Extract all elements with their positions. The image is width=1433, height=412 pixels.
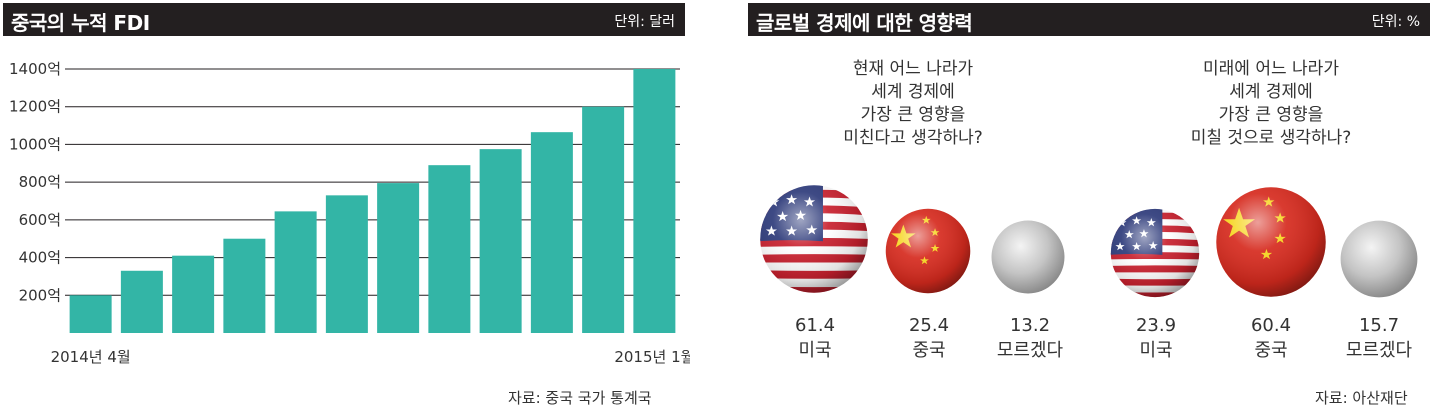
- result-value: 15.7: [1358, 315, 1400, 336]
- result-value: 13.2: [1009, 315, 1051, 336]
- y-tick-label: 1000억: [9, 135, 61, 153]
- result-value: 23.9: [1135, 315, 1177, 336]
- result-unknown-present: 13.2 모르겠다: [965, 313, 1095, 363]
- bar: [69, 295, 112, 333]
- result-usa-future: 23.9 미국: [1091, 313, 1221, 363]
- right-panel-header: 글로벌 경제에 대한 영향력 단위: %: [748, 3, 1430, 36]
- y-tick-label: 800억: [19, 173, 61, 191]
- question-future: 미래에 어느 나라가 세계 경제에 가장 큰 영향을 미칠 것으로 생각하나?: [1121, 58, 1421, 150]
- bar: [120, 270, 163, 333]
- result-label: 모르겠다: [1345, 340, 1413, 361]
- grey-ball-future: [1340, 220, 1418, 298]
- right-unit-label: 단위: %: [1371, 14, 1420, 30]
- question-line: 미친다고 생각하나?: [843, 128, 983, 148]
- left-unit-label: 단위: 달러: [614, 14, 675, 30]
- x-tick-label: 2014년 4월: [51, 348, 131, 366]
- result-china-present: 25.4 중국: [864, 313, 994, 363]
- bar: [223, 238, 266, 333]
- bar: [479, 149, 522, 333]
- result-label: 중국: [1254, 340, 1288, 361]
- y-tick-label: 400억: [19, 249, 61, 267]
- result-unknown-future: 15.7 모르겠다: [1314, 313, 1433, 363]
- left-source: 자료: 중국 국가 통계국: [508, 389, 652, 407]
- bar: [530, 132, 573, 333]
- bar: [172, 255, 215, 333]
- question-line: 세계 경제에: [871, 82, 955, 102]
- usa-flag-ball-future: [1109, 207, 1201, 299]
- y-tick-label: 200억: [19, 286, 61, 304]
- question-line: 가장 큰 영향을: [1218, 105, 1324, 125]
- bar: [428, 165, 471, 333]
- question-present: 현재 어느 나라가 세계 경제에 가장 큰 영향을 미친다고 생각하나?: [763, 58, 1063, 150]
- china-flag-ball-present: [884, 207, 972, 295]
- bar: [633, 69, 676, 333]
- fdi-bar-chart: 200억 400억 600억 800억 1000억 1200억 1400억 2014년 4월 2…: [9, 60, 690, 366]
- bar: [377, 183, 420, 333]
- question-line: 현재 어느 나라가: [852, 59, 974, 79]
- result-value: 25.4: [908, 315, 950, 336]
- left-chart-title: 중국의 누적 FDI: [11, 11, 150, 35]
- result-label: 중국: [912, 340, 946, 361]
- y-tick-label: 600억: [19, 211, 61, 229]
- result-label: 미국: [1139, 340, 1173, 361]
- question-line: 가장 큰 영향을: [860, 105, 966, 125]
- right-source: 자료: 아산재단: [1315, 389, 1408, 407]
- bar: [582, 106, 625, 333]
- right-chart-title: 글로벌 경제에 대한 영향력: [756, 11, 973, 35]
- y-tick-label: 1200억: [9, 98, 61, 116]
- grey-ball-present: [991, 220, 1065, 294]
- usa-flag-ball-present: [758, 183, 870, 295]
- result-china-future: 60.4 중국: [1206, 313, 1336, 363]
- result-usa-present: 61.4 미국: [750, 313, 880, 363]
- result-value: 61.4: [794, 315, 836, 336]
- left-panel-header: 중국의 누적 FDI 단위: 달러: [3, 3, 685, 36]
- x-tick-label: 2015년 1월: [614, 348, 690, 366]
- question-line: 세계 경제에: [1229, 82, 1313, 102]
- bar: [274, 211, 317, 333]
- china-flag-ball-future: [1214, 185, 1328, 299]
- result-value: 60.4: [1250, 315, 1292, 336]
- bar: [325, 195, 368, 333]
- result-label: 모르겠다: [996, 340, 1064, 361]
- question-line: 미칠 것으로 생각하나?: [1190, 128, 1352, 148]
- result-label: 미국: [798, 340, 832, 361]
- y-tick-label: 1400억: [9, 60, 61, 78]
- question-line: 미래에 어느 나라가: [1203, 59, 1339, 79]
